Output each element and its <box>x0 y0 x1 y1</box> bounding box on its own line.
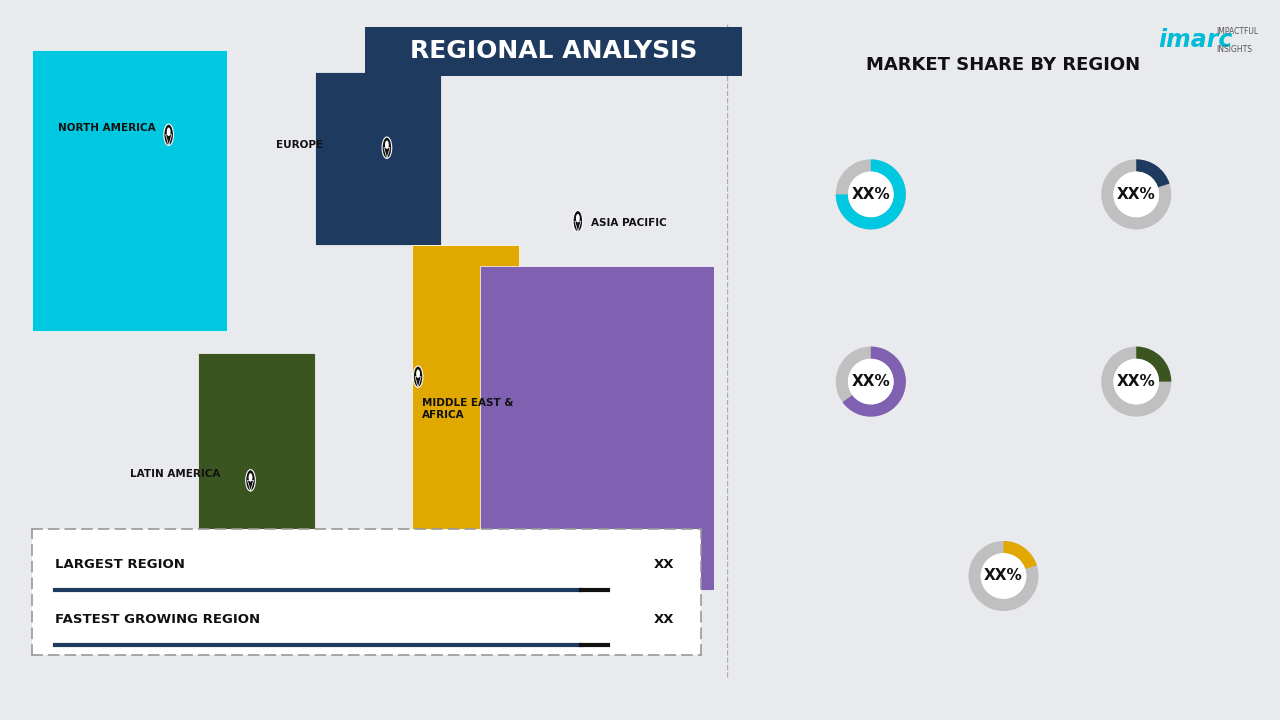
Circle shape <box>1114 171 1160 217</box>
Polygon shape <box>165 135 172 145</box>
Text: MIDDLE EAST &
AFRICA: MIDDLE EAST & AFRICA <box>422 398 513 420</box>
Text: IMPACTFUL: IMPACTFUL <box>1216 27 1258 36</box>
Text: imarc: imarc <box>1158 27 1233 52</box>
Circle shape <box>980 553 1027 599</box>
Circle shape <box>164 124 174 145</box>
Bar <box>198 353 315 634</box>
Wedge shape <box>1137 159 1170 187</box>
Circle shape <box>413 366 422 387</box>
Polygon shape <box>384 148 390 158</box>
Wedge shape <box>1101 159 1171 230</box>
Text: XX%: XX% <box>1117 187 1156 202</box>
Circle shape <box>166 127 170 136</box>
Wedge shape <box>842 346 906 417</box>
Bar <box>412 245 520 569</box>
Circle shape <box>847 359 893 405</box>
Text: INSIGHTS: INSIGHTS <box>1216 45 1252 53</box>
Circle shape <box>385 140 389 149</box>
Bar <box>480 266 714 590</box>
Circle shape <box>246 469 255 491</box>
Text: EUROPE: EUROPE <box>276 140 323 150</box>
Circle shape <box>576 214 580 222</box>
Circle shape <box>573 210 582 232</box>
Bar <box>315 72 442 245</box>
Wedge shape <box>1137 346 1171 382</box>
Circle shape <box>847 171 893 217</box>
Wedge shape <box>1101 346 1171 417</box>
Bar <box>32 50 227 331</box>
Text: MARKET SHARE BY REGION: MARKET SHARE BY REGION <box>867 55 1140 73</box>
FancyBboxPatch shape <box>365 27 742 76</box>
Text: XX%: XX% <box>851 374 890 389</box>
Polygon shape <box>247 480 253 491</box>
Polygon shape <box>415 377 421 387</box>
Wedge shape <box>836 346 906 417</box>
Circle shape <box>1114 359 1160 405</box>
Text: LATIN AMERICA: LATIN AMERICA <box>129 469 220 479</box>
Text: NORTH AMERICA: NORTH AMERICA <box>58 123 155 133</box>
Wedge shape <box>969 541 1038 611</box>
Text: LARGEST REGION: LARGEST REGION <box>55 558 186 571</box>
Text: XX%: XX% <box>851 187 890 202</box>
Polygon shape <box>575 221 581 232</box>
Text: XX%: XX% <box>1117 374 1156 389</box>
Wedge shape <box>836 159 906 230</box>
Text: ASIA PACIFIC: ASIA PACIFIC <box>591 218 667 228</box>
Text: XX: XX <box>654 613 675 626</box>
Text: FASTEST GROWING REGION: FASTEST GROWING REGION <box>55 613 261 626</box>
Text: XX: XX <box>654 558 675 571</box>
Text: XX%: XX% <box>984 569 1023 583</box>
Circle shape <box>248 473 252 482</box>
Circle shape <box>381 137 392 158</box>
Wedge shape <box>836 159 906 230</box>
Circle shape <box>416 369 420 378</box>
Wedge shape <box>1004 541 1037 569</box>
Text: REGIONAL ANALYSIS: REGIONAL ANALYSIS <box>410 39 698 63</box>
